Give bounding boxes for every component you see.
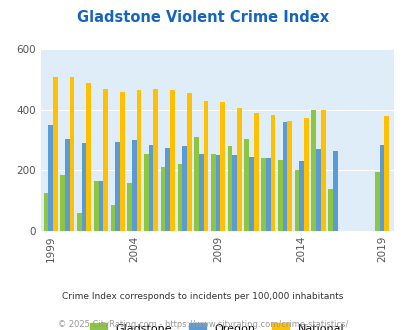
Bar [327, 189, 332, 231]
Bar [270, 115, 275, 231]
Bar [332, 151, 337, 231]
Bar [315, 149, 320, 231]
Bar [287, 120, 291, 231]
Bar [249, 157, 253, 231]
Bar [136, 90, 141, 231]
Bar [127, 182, 132, 231]
Bar [81, 143, 86, 231]
Bar [294, 171, 298, 231]
Bar [260, 158, 265, 231]
Bar [110, 205, 115, 231]
Bar [374, 172, 379, 231]
Bar [165, 148, 170, 231]
Bar [277, 160, 282, 231]
Bar [48, 125, 53, 231]
Bar [94, 181, 98, 231]
Bar [132, 140, 136, 231]
Bar [244, 139, 249, 231]
Bar [60, 175, 65, 231]
Text: Gladstone Violent Crime Index: Gladstone Violent Crime Index [77, 10, 328, 25]
Bar [98, 181, 103, 231]
Bar [265, 158, 270, 231]
Bar [237, 109, 241, 231]
Bar [115, 142, 119, 231]
Legend: Gladstone, Oregon, National: Gladstone, Oregon, National [85, 318, 348, 330]
Bar [148, 145, 153, 231]
Bar [303, 117, 308, 231]
Bar [70, 77, 74, 231]
Bar [177, 164, 182, 231]
Bar [103, 89, 108, 231]
Bar [298, 161, 303, 231]
Bar [182, 146, 186, 231]
Bar [160, 167, 165, 231]
Bar [220, 102, 224, 231]
Bar [86, 83, 91, 231]
Bar [153, 89, 158, 231]
Bar [198, 154, 203, 231]
Bar [144, 154, 148, 231]
Bar [119, 92, 124, 231]
Bar [320, 110, 325, 231]
Text: Crime Index corresponds to incidents per 100,000 inhabitants: Crime Index corresponds to incidents per… [62, 292, 343, 301]
Bar [232, 155, 237, 231]
Bar [384, 116, 388, 231]
Bar [53, 77, 58, 231]
Text: © 2025 CityRating.com - https://www.cityrating.com/crime-statistics/: © 2025 CityRating.com - https://www.city… [58, 320, 347, 329]
Bar [227, 146, 232, 231]
Bar [194, 137, 198, 231]
Bar [170, 90, 175, 231]
Bar [311, 110, 315, 231]
Bar [379, 145, 384, 231]
Bar [43, 193, 48, 231]
Bar [186, 93, 191, 231]
Bar [65, 139, 70, 231]
Bar [253, 113, 258, 231]
Bar [203, 101, 208, 231]
Bar [282, 122, 287, 231]
Bar [211, 154, 215, 231]
Bar [215, 155, 220, 231]
Bar [77, 213, 81, 231]
